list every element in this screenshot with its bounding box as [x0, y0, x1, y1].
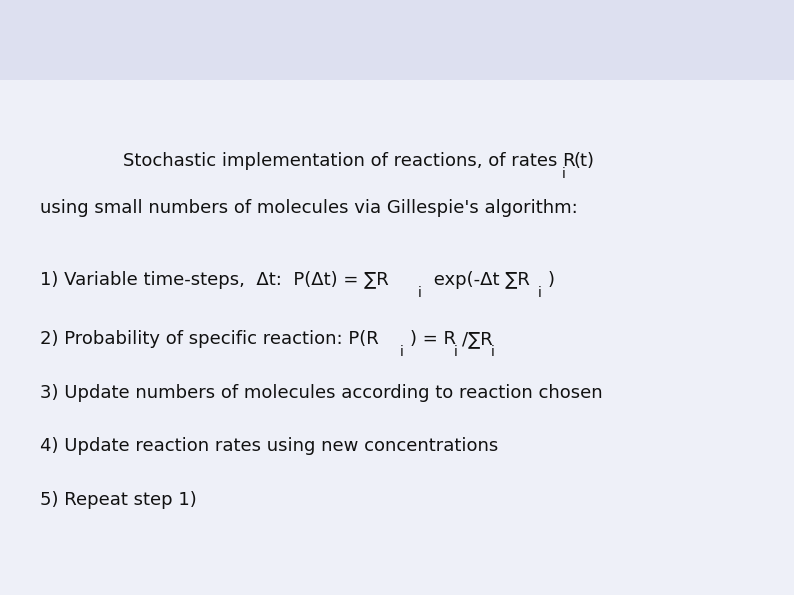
Text: 4) Update reaction rates using new concentrations: 4) Update reaction rates using new conce…: [40, 437, 498, 455]
Text: i: i: [418, 286, 422, 300]
Text: using small numbers of molecules via Gillespie's algorithm:: using small numbers of molecules via Gil…: [40, 199, 577, 217]
Text: 5) Repeat step 1): 5) Repeat step 1): [40, 491, 196, 509]
Text: (t): (t): [573, 152, 594, 170]
Text: 2) Probability of specific reaction: P(R: 2) Probability of specific reaction: P(R: [40, 330, 379, 348]
Text: i: i: [538, 286, 542, 300]
Text: exp(-Δt ∑R: exp(-Δt ∑R: [428, 271, 530, 289]
Text: /∑R: /∑R: [462, 330, 493, 348]
Text: Stochastic implementation of reactions, of rates R: Stochastic implementation of reactions, …: [123, 152, 576, 170]
Text: 1) Variable time-steps,  Δt:  P(Δt) = ∑R: 1) Variable time-steps, Δt: P(Δt) = ∑R: [40, 271, 388, 289]
Text: i: i: [491, 345, 495, 359]
Text: i: i: [562, 167, 566, 181]
Text: 3) Update numbers of molecules according to reaction chosen: 3) Update numbers of molecules according…: [40, 384, 603, 402]
Text: ): ): [548, 271, 555, 289]
Text: i: i: [400, 345, 404, 359]
Text: Simulation methods: Simulation methods: [255, 28, 539, 52]
Text: ) = R: ) = R: [410, 330, 456, 348]
Text: i: i: [453, 345, 457, 359]
